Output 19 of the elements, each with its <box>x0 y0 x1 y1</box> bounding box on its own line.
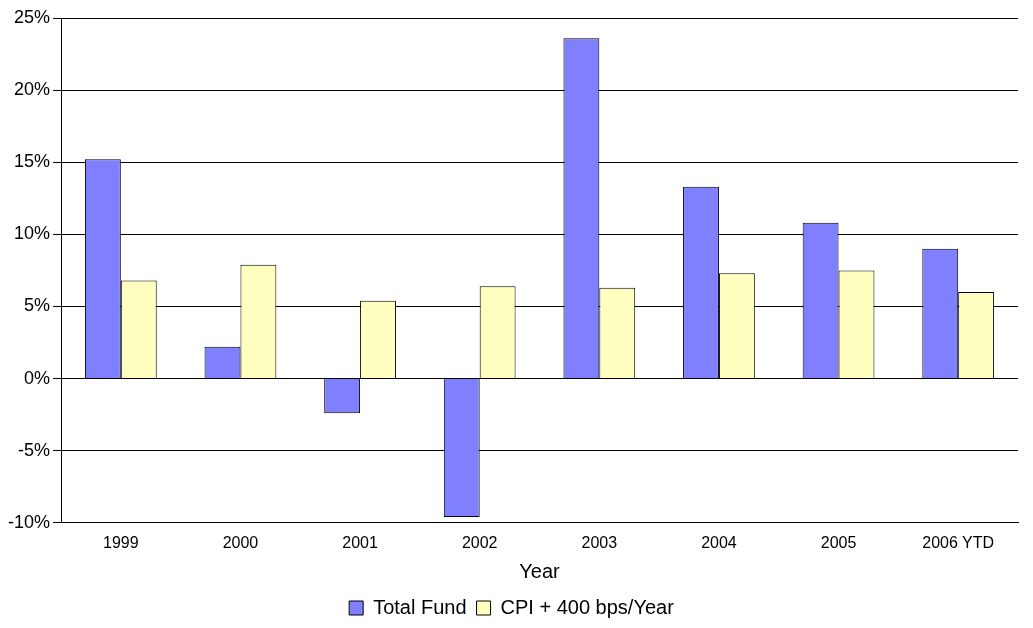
x-tick-label: 1999 <box>103 533 139 551</box>
y-tick-label: 10% <box>13 223 51 244</box>
y-tick-label: 15% <box>13 151 51 172</box>
x-tick-label: 2003 <box>581 533 618 551</box>
x-tick-label: 2000 <box>222 533 259 551</box>
x-tick-label: 2001 <box>342 533 378 551</box>
x-tick-label: 2005 <box>820 533 857 551</box>
x-tick-label: 2002 <box>461 533 498 551</box>
y-tick-label: -10% <box>7 511 51 532</box>
y-tick-label: 20% <box>13 79 51 100</box>
y-tick-label: 0% <box>24 367 51 388</box>
x-tick-label: 2006 YTD <box>922 533 995 551</box>
x-axis-title: Year <box>519 559 561 582</box>
y-tick-label: 25% <box>13 6 51 27</box>
legend-label: Total Fund <box>373 595 467 618</box>
y-tick-label: -5% <box>18 439 51 460</box>
x-tick-label: 2004 <box>701 533 737 551</box>
legend-label: CPI + 400 bps/Year <box>500 595 675 618</box>
y-tick-label: 5% <box>24 295 51 316</box>
